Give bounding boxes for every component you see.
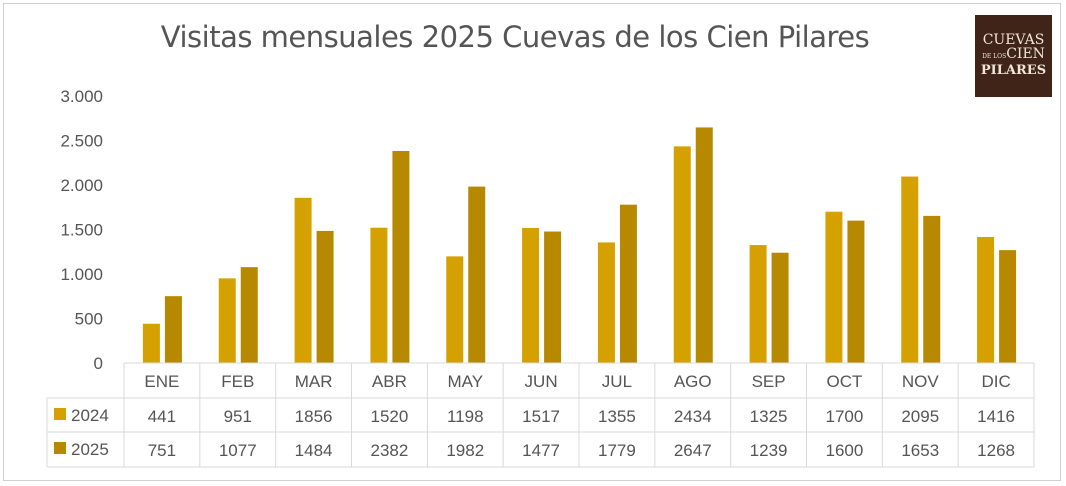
data-label: 1268 (977, 441, 1015, 460)
data-label: 1077 (219, 441, 257, 460)
bar-2024-oct (825, 211, 843, 363)
bar-2025-nov (923, 215, 941, 363)
data-label: 1477 (522, 441, 560, 460)
data-label: 1700 (826, 407, 864, 426)
bar-2024-abr (370, 227, 388, 363)
bar-2024-may (446, 256, 464, 363)
y-tick-label: 2.000 (60, 176, 103, 195)
bar-2024-dic (977, 236, 995, 363)
bar-2024-feb (218, 278, 236, 363)
data-label: 951 (224, 407, 252, 426)
y-tick-label: 0 (94, 354, 103, 373)
bar-2024-sep (749, 245, 767, 363)
bar-2025-jun (544, 231, 562, 363)
bar-2025-dic (999, 250, 1017, 363)
bar-2024-nov (901, 176, 919, 363)
x-tick-label: MAY (447, 372, 483, 391)
legend-swatch-2025 (54, 442, 66, 454)
data-label: 1779 (598, 441, 636, 460)
bar-2025-feb (240, 267, 258, 363)
chart-frame (3, 3, 1061, 481)
data-label: 1517 (522, 407, 560, 426)
data-label: 2095 (901, 407, 939, 426)
legend-label: 2025 (71, 440, 109, 459)
x-tick-label: JUN (525, 372, 558, 391)
bar-2025-mar (316, 230, 334, 363)
bar-2025-sep (771, 252, 789, 363)
bar-2025-oct (847, 220, 865, 363)
y-tick-label: 1.500 (60, 221, 103, 240)
y-tick-label: 3.000 (60, 87, 103, 106)
x-tick-label: MAR (295, 372, 333, 391)
bar-2025-ene (164, 296, 182, 363)
x-tick-label: ENE (144, 372, 179, 391)
data-label: 1520 (371, 407, 409, 426)
x-tick-label: OCT (826, 372, 862, 391)
bar-2025-ago (695, 127, 713, 364)
y-tick-label: 1.000 (60, 265, 103, 284)
data-label: 1325 (750, 407, 788, 426)
x-tick-label: JUL (602, 372, 632, 391)
y-tick-label: 500 (75, 310, 103, 329)
x-tick-label: DIC (981, 372, 1010, 391)
legend-swatch-2024 (54, 408, 66, 420)
data-label: 1484 (295, 441, 333, 460)
x-tick-label: ABR (372, 372, 407, 391)
bar-2024-ago (673, 146, 691, 363)
x-tick-label: NOV (902, 372, 940, 391)
bar-2025-may (468, 186, 486, 363)
bar-2024-ene (142, 323, 160, 363)
data-label: 1416 (977, 407, 1015, 426)
data-label: 2382 (371, 441, 409, 460)
bar-2025-jul (619, 204, 637, 363)
bar-2024-jun (522, 227, 540, 363)
chart-title: Visitas mensuales 2025 Cuevas de los Cie… (160, 20, 870, 54)
bar-2024-mar (294, 197, 312, 363)
data-label: 2647 (674, 441, 712, 460)
x-tick-label: SEP (752, 372, 786, 391)
legend-label: 2024 (71, 406, 109, 425)
data-label: 441 (148, 407, 176, 426)
x-tick-label: AGO (674, 372, 712, 391)
data-label: 1653 (901, 441, 939, 460)
data-label: 1198 (447, 407, 484, 426)
data-label: 1355 (598, 407, 636, 426)
bar-2024-jul (597, 242, 615, 363)
data-label: 751 (148, 441, 176, 460)
data-label: 1600 (826, 441, 864, 460)
data-label: 1982 (446, 441, 484, 460)
x-tick-label: FEB (221, 372, 254, 391)
y-tick-label: 2.500 (60, 132, 103, 151)
data-label: 1856 (295, 407, 333, 426)
logo: CUEVAS DE LOSCIEN PILARES (975, 15, 1052, 97)
bar-2025-abr (392, 151, 410, 363)
data-label: 2434 (674, 407, 712, 426)
data-label: 1239 (750, 441, 788, 460)
